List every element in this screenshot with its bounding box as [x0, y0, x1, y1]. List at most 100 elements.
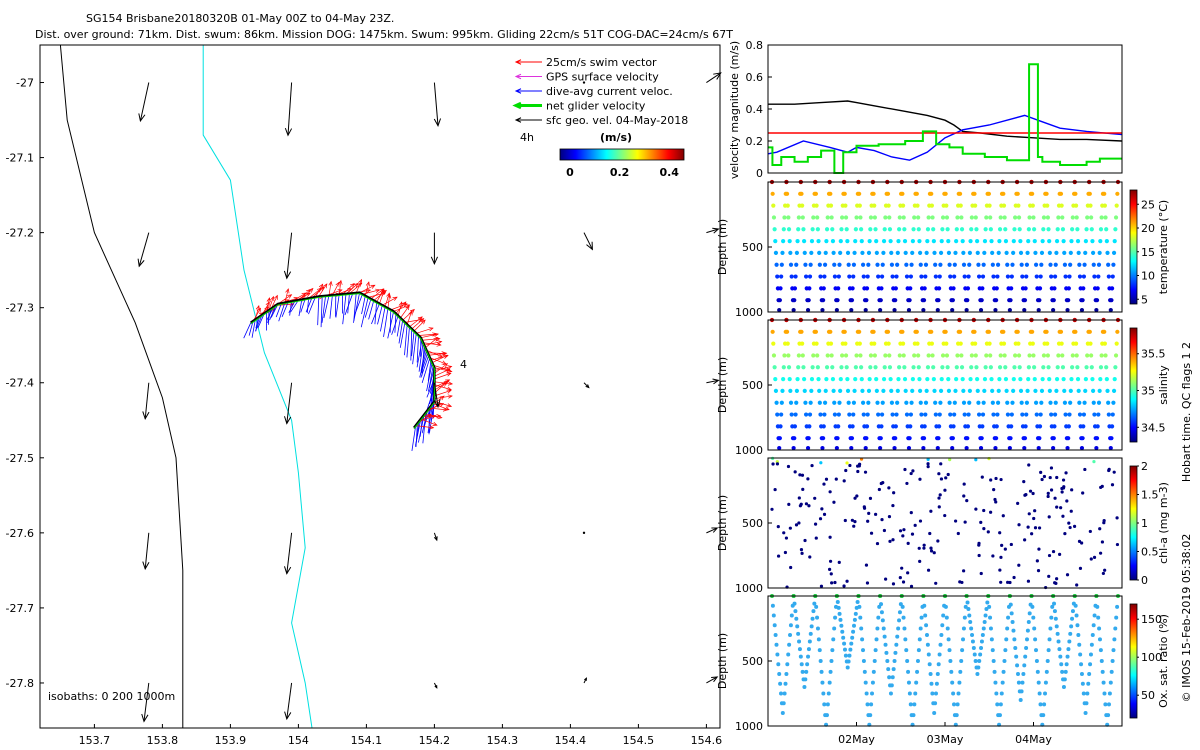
geo-vector-19 — [706, 527, 719, 534]
isobath-label: isobaths: 0 200 1000m — [48, 690, 175, 703]
map-panel: 153.7 153.8 153.9 154 154.1 154.2 154.3 154.4 15… — [6, 44, 723, 747]
map-x-tick-label: 154.5 — [623, 734, 655, 747]
geo-vector-10 — [142, 382, 150, 420]
legend-item-0: 25cm/s swim vector — [546, 56, 657, 69]
geo-vector-23 — [583, 677, 587, 684]
salinity-colorbar-tick-label: 34.5 — [1141, 421, 1166, 434]
qc-flags-label: Hobart time. QC flags 1 2 — [1180, 342, 1193, 482]
geo-vector-11 — [284, 382, 293, 425]
salinity-colorbar-tick-label: 35.5 — [1141, 348, 1166, 361]
geo-vector-3 — [582, 81, 586, 84]
salinity-frame — [767, 319, 1123, 451]
oxygen-y-tick-label: 1000 — [735, 720, 763, 733]
oxygen-colorbar — [1129, 603, 1138, 719]
colorbar-unit: (m/s) — [600, 131, 632, 144]
geo-vector-15 — [142, 532, 150, 571]
map-content — [59, 44, 722, 729]
oxygen-colorbar-tick-label: 50 — [1141, 689, 1155, 702]
oxygen-scatter — [770, 594, 1120, 727]
map-x-tick-label: 153.8 — [147, 734, 179, 747]
salinity-y-tick-label: 500 — [742, 379, 763, 392]
chlorophyll-colorbar — [1129, 465, 1138, 581]
date-axis-ticks: 02May 03May 04May — [838, 722, 1052, 746]
map-x-tick-label: 154.6 — [691, 734, 723, 747]
map-y-tick-label: -27.3 — [6, 302, 34, 315]
velocity-y-tick-label: 0.6 — [746, 71, 764, 84]
velocity-panel: 0 0.2 0.4 0.6 0.8 velocity magnitude (m/s) — [728, 39, 1123, 180]
colorbar-tick-label: 0 — [566, 166, 574, 179]
map-x-tick-label: 154.1 — [351, 734, 383, 747]
geo-vector-21 — [284, 682, 293, 721]
legend-arrow-4 — [514, 117, 542, 123]
map-legend: 25cm/s swim vector GPS surface velocitydi… — [512, 56, 688, 179]
net-velocity-track — [250, 293, 435, 430]
geo-vector-0 — [138, 82, 150, 123]
legend-arrow-1 — [514, 73, 542, 80]
geo-vector-5 — [137, 232, 150, 268]
velocity-y-ticks: 0 0.2 0.4 0.6 0.8 — [746, 39, 772, 180]
salinity-ylabel: Depth (m) — [716, 357, 729, 413]
chlorophyll-colorbar-tick-label: 0.5 — [1141, 546, 1159, 559]
map-y-tick-label: -27.6 — [6, 527, 34, 540]
chlorophyll-colorbar-tick-label: 2 — [1141, 460, 1148, 473]
geo-vector-9 — [706, 227, 720, 234]
map-x-tick-label: 154.2 — [419, 734, 451, 747]
legend-item-3: net glider velocity — [546, 100, 646, 113]
temperature-ylabel: Depth (m) — [716, 219, 729, 275]
map-x-tick-label: 154.3 — [487, 734, 519, 747]
temperature-colorbar-tick-label: 5 — [1141, 293, 1148, 306]
temperature-y-tick-label: 500 — [742, 241, 763, 254]
map-frame — [39, 44, 721, 729]
chlorophyll-colorbar-tick-label: 0 — [1141, 574, 1148, 587]
oxygen-colorbar-tick-label: 100 — [1141, 651, 1162, 664]
isobath-0m-line — [59, 44, 184, 728]
legend-arrow-3 — [512, 101, 542, 110]
chlorophyll-colorbar-tick-label: 1 — [1141, 517, 1148, 530]
chlorophyll-panel: 500 1000 Depth (m) 0 0.5 1 1.5 2 chl-a (mg m-3) — [716, 456, 1170, 595]
map-y-tick-label: -27.1 — [6, 152, 34, 165]
velocity-series-1 — [767, 114, 1123, 161]
map-x-tick-label: 154.4 — [555, 734, 587, 747]
temperature-colorbar-tick-label: 25 — [1141, 198, 1155, 211]
oxygen-colorbar-label: Ox. sat. ratio (%) — [1157, 614, 1170, 708]
map-y-tick-label: -27.2 — [6, 227, 34, 240]
isobath-200m-line — [202, 45, 313, 729]
map-y-tick-label: -27.5 — [6, 452, 34, 465]
geo-vector-17 — [433, 532, 438, 542]
legend-item-4: sfc geo. vel. 04-May-2018 — [546, 114, 688, 127]
map-x-ticks: 153.7 153.8 153.9 154 154.1 154.2 154.3 154.4 15… — [79, 724, 723, 747]
geo-vector-6 — [283, 232, 293, 280]
salinity-colorbar-tick-label: 35 — [1141, 385, 1155, 398]
map-x-tick-label: 154 — [288, 734, 309, 747]
geo-vector-1 — [284, 82, 293, 137]
velocity-y-tick-label: 0.2 — [746, 135, 764, 148]
map-y-tick-label: -27.7 — [6, 602, 34, 615]
velocity-y-tick-label: 0.8 — [746, 39, 764, 52]
colorbar-tick-label: 0.2 — [610, 166, 630, 179]
date-tick-label: 03May — [927, 733, 964, 746]
geo-vector-2 — [433, 82, 442, 127]
temperature-colorbar-tick-label: 10 — [1141, 270, 1155, 283]
oxygen-ylabel: Depth (m) — [716, 633, 729, 689]
map-y-ticks: -27 -27.1 -27.2 -27.3 -27.4 -27.5 -27.6 -27.7 -2… — [6, 77, 44, 690]
date-tick-label: 02May — [838, 733, 875, 746]
date-tick-label: 04May — [1015, 733, 1052, 746]
legend-arrow-2 — [514, 88, 542, 94]
geo-vector-8 — [583, 232, 593, 251]
velocity-colorbar-ticks: 0 0.2 0.4 — [566, 166, 679, 179]
figure-subtitle: Dist. over ground: 71km. Dist. swum: 86k… — [35, 28, 733, 41]
map-y-tick-label: -27.8 — [6, 677, 34, 690]
legend-time-label: 4h — [520, 131, 534, 144]
salinity-colorbar — [1129, 327, 1138, 443]
temperature-y-tick-label: 1000 — [735, 306, 763, 319]
temperature-colorbar-tick-label: 20 — [1141, 222, 1155, 235]
figure-title: SG154 Brisbane20180320B 01-May 00Z to 04… — [86, 12, 395, 25]
oxygen-y-tick-label: 500 — [742, 655, 763, 668]
geo-vector-14 — [706, 378, 720, 385]
temperature-panel: 500 1000 Depth (m) 5 10 15 20 25 temperature (°C… — [716, 179, 1170, 319]
chlorophyll-ylabel: Depth (m) — [716, 495, 729, 551]
geo-vector-16 — [284, 532, 293, 575]
velocity-series-3 — [768, 63, 1122, 174]
map-y-tick-label: -27 — [16, 77, 34, 90]
